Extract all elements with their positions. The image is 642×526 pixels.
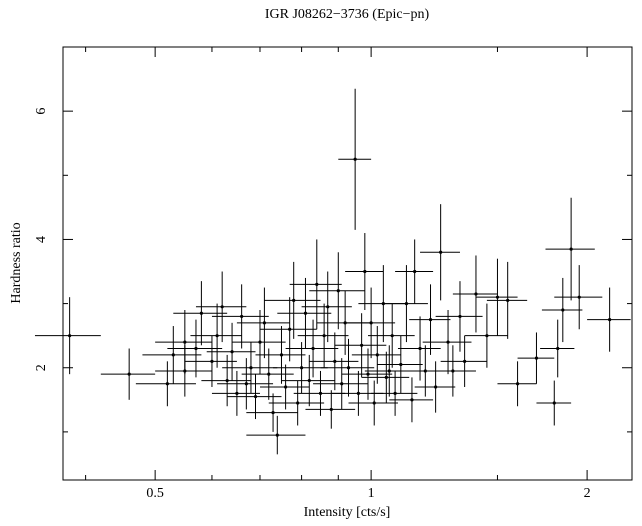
data-point bbox=[171, 353, 175, 357]
data-point bbox=[434, 385, 438, 389]
data-point bbox=[413, 269, 417, 274]
data-point bbox=[410, 398, 414, 402]
data-point bbox=[387, 369, 391, 373]
data-point bbox=[446, 340, 450, 344]
data-point bbox=[375, 353, 379, 357]
data-point bbox=[253, 395, 258, 399]
data-point bbox=[340, 382, 344, 386]
data-point bbox=[369, 321, 373, 325]
data-point bbox=[506, 298, 510, 302]
data-point bbox=[311, 346, 315, 351]
data-point bbox=[249, 366, 253, 370]
data-point bbox=[315, 282, 319, 286]
data-point bbox=[296, 401, 300, 405]
data-point bbox=[333, 359, 337, 363]
data-point bbox=[428, 318, 433, 322]
data-point bbox=[356, 391, 361, 395]
data-point bbox=[577, 295, 581, 299]
data-point bbox=[463, 359, 467, 363]
data-point bbox=[215, 334, 219, 338]
data-point bbox=[360, 343, 364, 347]
data-point bbox=[199, 311, 203, 315]
data-point bbox=[363, 269, 367, 274]
data-point bbox=[183, 340, 187, 344]
data-point bbox=[288, 327, 292, 331]
data-point bbox=[292, 298, 296, 302]
data-point bbox=[534, 356, 539, 360]
chart-title: IGR J08262−3736 (Epic−pn) bbox=[265, 7, 430, 22]
data-point bbox=[299, 366, 304, 370]
data-point bbox=[569, 247, 573, 251]
data-point bbox=[165, 382, 169, 386]
data-point bbox=[235, 391, 239, 395]
data-point bbox=[258, 340, 262, 344]
data-point bbox=[353, 157, 357, 161]
data-point bbox=[474, 292, 478, 296]
data-point bbox=[318, 391, 323, 395]
data-point bbox=[346, 366, 351, 370]
data-point bbox=[552, 401, 556, 405]
x-tick-label: 2 bbox=[584, 486, 591, 501]
data-point bbox=[244, 382, 248, 386]
data-point bbox=[284, 385, 288, 389]
data-point bbox=[485, 334, 489, 338]
data-point bbox=[326, 305, 330, 309]
y-tick-label: 6 bbox=[34, 108, 49, 115]
data-point bbox=[404, 301, 409, 306]
data-point bbox=[393, 391, 397, 395]
data-point bbox=[194, 346, 198, 351]
data-point bbox=[561, 308, 565, 312]
data-point bbox=[451, 369, 455, 373]
data-point bbox=[399, 362, 403, 367]
data-point bbox=[183, 369, 187, 373]
data-point bbox=[262, 321, 267, 325]
data-point bbox=[372, 401, 376, 405]
data-point bbox=[230, 350, 234, 354]
data-point bbox=[495, 295, 500, 299]
data-point bbox=[423, 369, 427, 373]
data-point bbox=[439, 250, 443, 254]
data-point bbox=[336, 289, 340, 293]
data-point bbox=[220, 305, 224, 309]
data-point bbox=[275, 433, 279, 437]
data-point bbox=[515, 382, 520, 386]
data-point bbox=[556, 346, 560, 351]
data-point bbox=[267, 372, 271, 376]
data-point bbox=[608, 318, 612, 322]
data-point bbox=[322, 334, 326, 338]
data-point bbox=[366, 372, 370, 376]
data-point bbox=[307, 378, 311, 383]
plot-frame bbox=[62, 46, 633, 481]
data-point bbox=[303, 311, 308, 315]
y-axis-label: Hardness ratio bbox=[9, 222, 24, 303]
y-tick-label: 4 bbox=[34, 236, 49, 243]
y-tick-label: 2 bbox=[34, 364, 49, 371]
x-tick-label: 1 bbox=[368, 486, 375, 501]
data-point bbox=[225, 378, 229, 383]
data-point bbox=[240, 314, 244, 319]
data-point bbox=[68, 334, 72, 338]
data-point bbox=[458, 314, 462, 319]
data-point bbox=[271, 411, 275, 415]
data-point bbox=[127, 372, 131, 376]
data-point bbox=[418, 346, 422, 351]
data-point bbox=[329, 407, 333, 412]
x-axis-label: Intensity [cts/s] bbox=[304, 505, 391, 520]
data-point bbox=[210, 359, 214, 363]
data-point bbox=[279, 353, 284, 357]
data-point bbox=[384, 375, 388, 379]
data-point bbox=[390, 334, 394, 338]
x-tick-label: 0.5 bbox=[146, 486, 164, 501]
